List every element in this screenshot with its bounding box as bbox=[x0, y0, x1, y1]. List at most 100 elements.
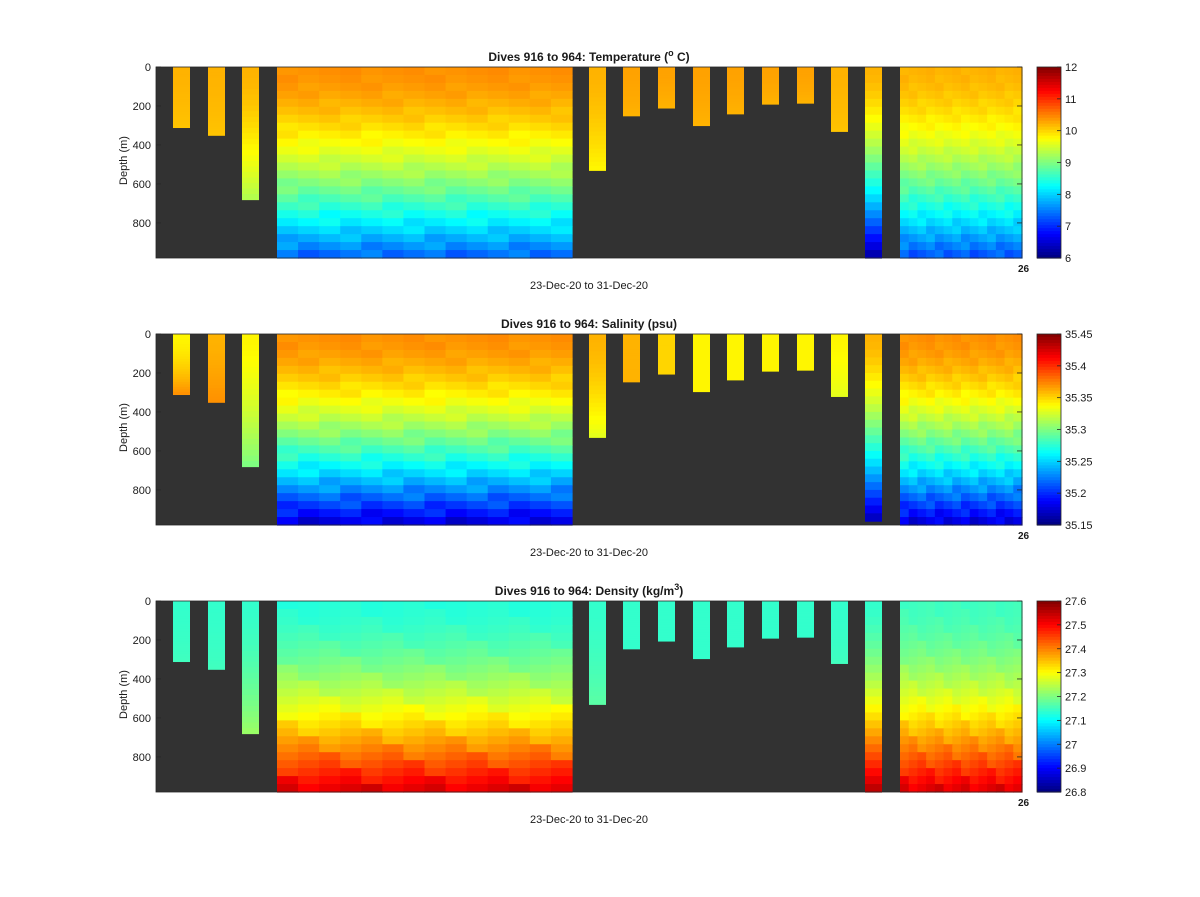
profile-cell bbox=[762, 74, 779, 77]
profile-cell bbox=[242, 700, 259, 707]
profile-cell bbox=[466, 381, 489, 391]
profile-cell bbox=[1004, 381, 1014, 391]
profile-cell bbox=[361, 114, 383, 124]
profile-cell bbox=[831, 647, 848, 651]
profile-cell bbox=[693, 86, 710, 90]
profile-cell bbox=[987, 752, 997, 761]
profile-cell bbox=[173, 122, 190, 126]
profile-cell bbox=[382, 648, 405, 658]
profile-cell bbox=[623, 91, 640, 94]
profile-cell bbox=[831, 85, 848, 90]
profile-cell bbox=[658, 370, 675, 373]
profile-cell bbox=[623, 95, 640, 99]
profile-cell bbox=[900, 138, 910, 148]
profile-cell bbox=[969, 194, 980, 203]
profile-cell bbox=[995, 154, 1006, 164]
profile-cell bbox=[623, 365, 640, 369]
profile-cell bbox=[298, 672, 320, 682]
profile-cell bbox=[403, 776, 426, 785]
profile-cell bbox=[242, 716, 259, 724]
profile-cell bbox=[995, 760, 1006, 769]
profile-cell bbox=[277, 736, 299, 745]
profile-cell bbox=[908, 202, 919, 211]
profile-cell bbox=[900, 130, 910, 140]
profile-cell bbox=[908, 122, 919, 132]
profile-cell bbox=[382, 469, 405, 478]
profile-cell bbox=[173, 653, 190, 657]
profile-cell bbox=[589, 618, 606, 624]
profile-cell bbox=[831, 375, 848, 379]
profile-cell bbox=[762, 85, 779, 88]
profile-cell bbox=[934, 437, 945, 447]
colorbar-cell bbox=[1037, 219, 1061, 223]
profile-cell bbox=[969, 202, 980, 211]
profile-cell bbox=[995, 389, 1006, 399]
profile-cell bbox=[987, 349, 997, 359]
profile-cell bbox=[797, 77, 814, 80]
profile-cell bbox=[319, 648, 341, 658]
profile-cell bbox=[319, 485, 341, 494]
profile-cell bbox=[961, 493, 971, 502]
colorbar-cell bbox=[1037, 78, 1061, 83]
profile-cell bbox=[797, 358, 814, 361]
profile-cell bbox=[987, 154, 997, 164]
profile-cell bbox=[1013, 178, 1023, 187]
profile-cell bbox=[340, 357, 362, 367]
profile-cell bbox=[926, 397, 936, 407]
profile-cell bbox=[995, 90, 1006, 100]
profile-cell bbox=[693, 345, 710, 349]
profile-cell bbox=[1013, 632, 1023, 642]
profile-cell bbox=[382, 202, 405, 211]
profile-cell bbox=[797, 635, 814, 638]
profile-column bbox=[658, 334, 675, 375]
profile-cell bbox=[424, 389, 447, 399]
profile-cell bbox=[987, 485, 997, 494]
profile-cell bbox=[487, 648, 510, 658]
profile-cell bbox=[900, 437, 910, 447]
colorbar-cell bbox=[1037, 495, 1061, 499]
colorbar-cell bbox=[1037, 225, 1061, 229]
profile-cell bbox=[382, 405, 405, 415]
profile-cell bbox=[987, 186, 997, 195]
profile-cell bbox=[623, 349, 640, 353]
profile-cell bbox=[508, 130, 531, 140]
profile-cell bbox=[908, 349, 919, 359]
colorbar-cell bbox=[1037, 741, 1061, 745]
y-tick-label: 400 bbox=[133, 407, 151, 419]
profile-cell bbox=[693, 108, 710, 112]
profile-cell bbox=[797, 341, 814, 344]
profile-cell bbox=[466, 421, 489, 431]
profile-cell bbox=[361, 616, 383, 626]
profile-cell bbox=[487, 413, 510, 423]
profile-cell bbox=[298, 138, 320, 148]
profile-cell bbox=[589, 140, 606, 146]
profile-cell bbox=[961, 397, 971, 407]
profile-cell bbox=[995, 776, 1006, 785]
profile-cell bbox=[978, 405, 988, 415]
profile-cell bbox=[382, 688, 405, 698]
profile-cell bbox=[917, 170, 927, 180]
profile-cell bbox=[382, 114, 405, 124]
profile-cell bbox=[550, 752, 573, 761]
profile-cell bbox=[403, 122, 426, 132]
profile-cell bbox=[831, 388, 848, 392]
profile-cell bbox=[917, 632, 927, 642]
profile-cell bbox=[424, 186, 447, 195]
profile-cell bbox=[943, 437, 953, 447]
profile-cell bbox=[952, 469, 962, 478]
profile-cell bbox=[466, 477, 489, 486]
profile-cell bbox=[987, 493, 997, 502]
profile-cell bbox=[1013, 202, 1023, 211]
profile-cell bbox=[987, 776, 997, 785]
profile-cell bbox=[340, 656, 362, 666]
profile-cell bbox=[623, 335, 640, 339]
profile-cell bbox=[693, 115, 710, 119]
profile-cell bbox=[900, 114, 910, 124]
profile-cell bbox=[995, 461, 1006, 470]
profile-cell bbox=[658, 101, 675, 104]
profile-cell bbox=[508, 234, 531, 243]
colorbar-cell bbox=[1037, 471, 1061, 475]
profile-cell bbox=[589, 338, 606, 344]
profile-cell bbox=[466, 485, 489, 494]
profile-cell bbox=[466, 178, 489, 187]
